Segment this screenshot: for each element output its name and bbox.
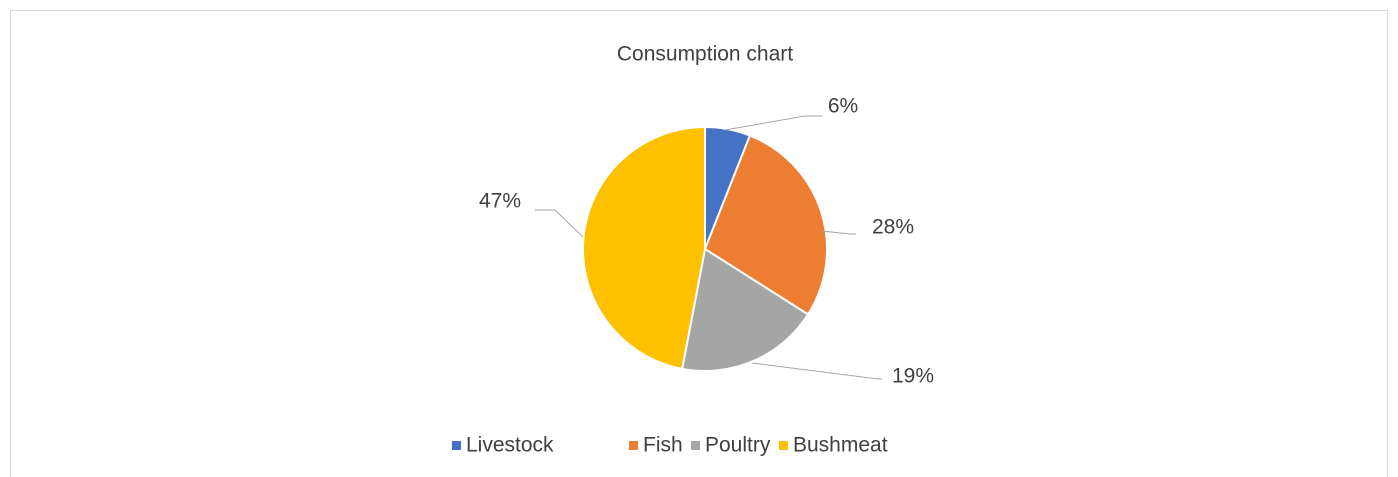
legend-swatch [779, 441, 788, 450]
data-label: 6% [828, 95, 858, 118]
legend-swatch [691, 441, 700, 450]
leader-line [751, 362, 882, 380]
legend-swatch [452, 441, 461, 450]
pie-slice [680, 247, 810, 372]
chart-title: Consumption chart [617, 43, 793, 66]
data-label: 19% [892, 365, 934, 388]
legend-label: Livestock [466, 434, 554, 457]
leader-line [821, 230, 856, 235]
legend-label: Bushmeat [793, 434, 888, 457]
legend-label: Poultry [705, 434, 771, 457]
data-label: 28% [872, 216, 914, 239]
pie-slice [582, 125, 706, 371]
legend-label: Fish [643, 434, 683, 457]
pie-slice [703, 134, 828, 316]
data-label: 47% [479, 190, 521, 213]
leader-line [535, 209, 584, 238]
leader-line [724, 115, 822, 131]
legend-swatch [629, 441, 638, 450]
